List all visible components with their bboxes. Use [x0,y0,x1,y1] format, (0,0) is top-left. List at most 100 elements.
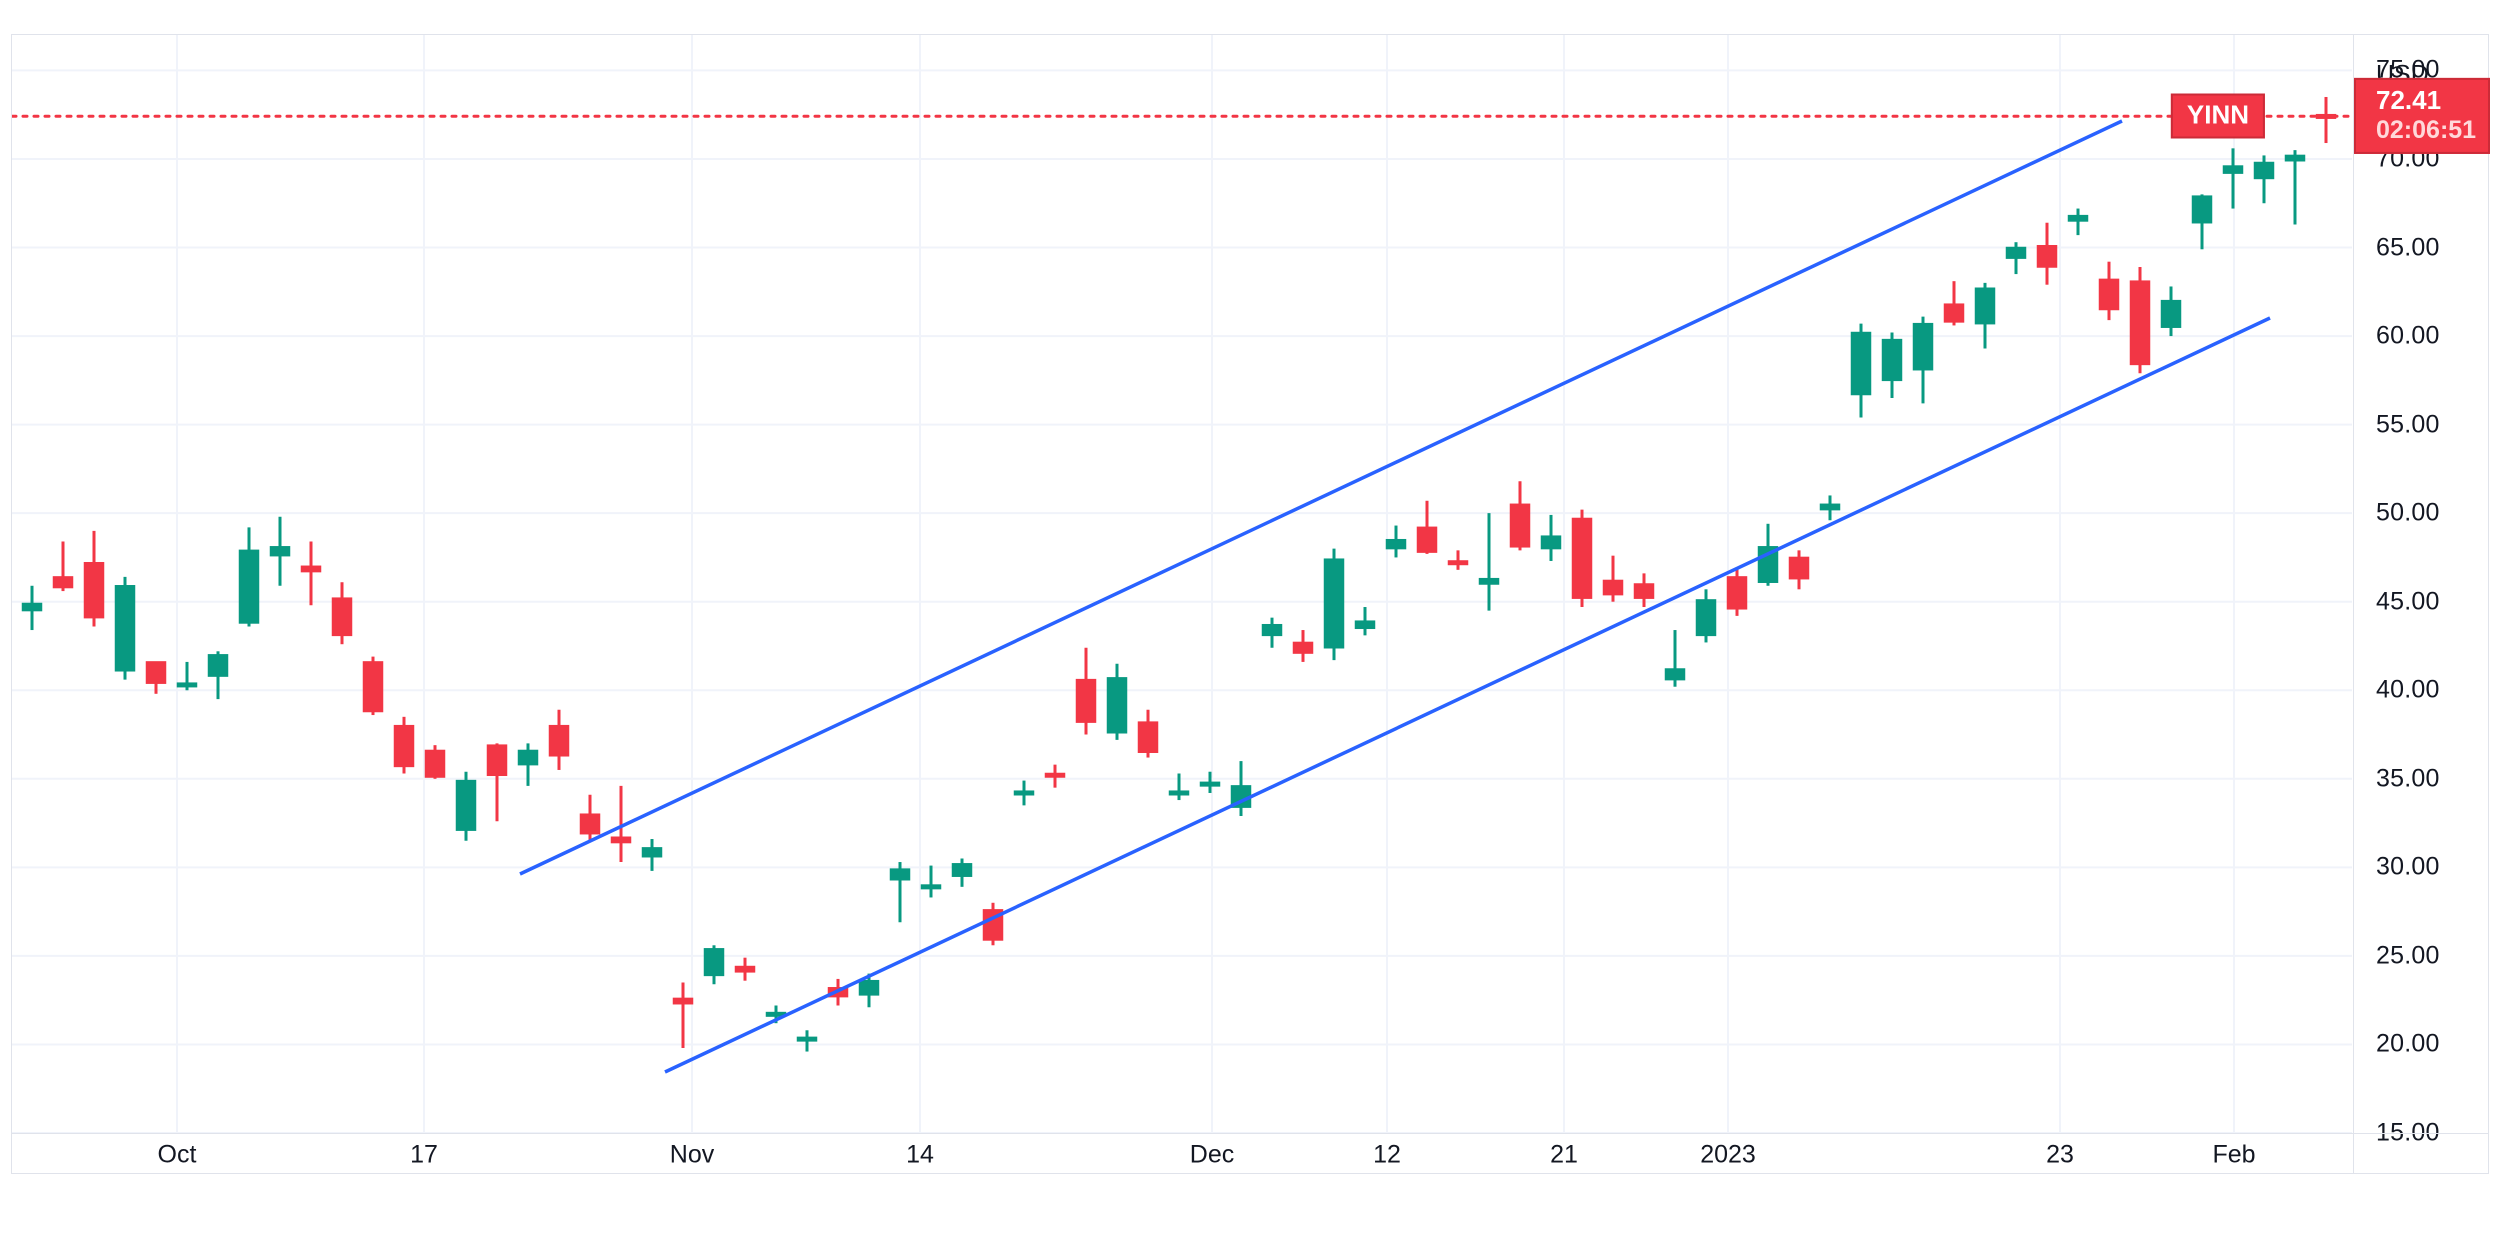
candle[interactable] [21,585,43,631]
candle[interactable] [1509,481,1531,551]
time-axis-tick: 14 [906,1140,934,1169]
candle[interactable] [858,973,880,1008]
candle[interactable] [52,541,74,592]
candle[interactable] [610,785,632,863]
candle[interactable] [1695,589,1717,643]
candle[interactable] [1385,525,1407,558]
candle[interactable] [1943,281,1965,326]
candle[interactable] [424,745,446,779]
candle[interactable] [300,541,322,606]
candle[interactable] [1788,550,1810,590]
candle[interactable] [207,651,229,700]
time-axis-tick: Dec [1189,1140,1235,1169]
trendline-lower-channel[interactable] [664,316,2271,1074]
time-scale[interactable]: Oct 17 Nov 14 Dec 12 21 2023 23 Feb [12,1133,2489,1174]
time-axis-tick: Nov [669,1140,715,1169]
candle[interactable] [2067,208,2089,236]
time-axis-tick: 2023 [1700,1140,1756,1169]
candle[interactable] [145,661,167,694]
candle[interactable] [455,771,477,841]
ticker-symbol-badge[interactable]: YINN [2170,93,2265,139]
candle[interactable] [1137,709,1159,758]
candle[interactable] [1075,647,1097,735]
candle[interactable] [2005,242,2027,275]
candle[interactable] [2222,148,2244,209]
price-axis-tick: 25.00 [2376,941,2440,970]
price-axis-tick: 65.00 [2376,233,2440,262]
candle[interactable] [1230,761,1252,816]
candle[interactable] [83,530,105,627]
candle[interactable] [2284,150,2306,225]
trendline-group[interactable] [519,119,2271,1074]
candle[interactable] [1912,316,1934,404]
price-axis-tick: 20.00 [2376,1029,2440,1058]
time-axis-tick: 23 [2046,1140,2074,1169]
candle[interactable] [672,982,694,1048]
candle[interactable] [2036,222,2058,285]
candle[interactable] [238,527,260,627]
candle[interactable] [1850,323,1872,418]
time-axis-tick: 17 [410,1140,438,1169]
current-price-badge[interactable]: 72.41 02:06:51 [2354,78,2490,155]
candlestick-plot-area[interactable] [12,35,2352,1133]
time-axis-tick: Oct [157,1140,197,1169]
candle[interactable] [1478,513,1500,611]
candle[interactable] [1416,500,1438,554]
candle[interactable] [1664,630,1686,687]
candle[interactable] [1013,780,1035,806]
candle[interactable] [1819,495,1841,521]
candle[interactable] [1540,514,1562,561]
candle[interactable] [1726,568,1748,616]
price-axis-tick: 15.00 [2376,1118,2440,1147]
candle[interactable] [362,656,384,716]
candle[interactable] [517,743,539,786]
candle[interactable] [920,865,942,898]
candle[interactable] [982,902,1004,946]
price-axis-tick: 55.00 [2376,410,2440,439]
candle[interactable] [1974,282,1996,349]
candle[interactable] [269,516,291,586]
candle[interactable] [393,716,415,774]
price-axis-tick: 40.00 [2376,675,2440,704]
candle[interactable] [641,839,663,871]
candle[interactable] [703,945,725,985]
candle[interactable] [2098,261,2120,321]
candle[interactable] [114,576,136,680]
candle[interactable] [1292,630,1314,662]
candle[interactable] [1106,663,1128,740]
candle[interactable] [1447,550,1469,570]
candle[interactable] [548,709,570,770]
candle[interactable] [1602,555,1624,602]
price-axis-tick: 45.00 [2376,587,2440,616]
candle[interactable] [889,862,911,923]
candle[interactable] [2129,266,2151,374]
candle-series[interactable] [21,96,2337,1052]
plot-svg [12,35,2352,1133]
candle[interactable] [1323,548,1345,661]
candle[interactable] [2253,155,2275,204]
candle[interactable] [1633,573,1655,608]
candle[interactable] [1881,332,1903,399]
price-scale[interactable]: USD 75.00 70.00 65.00 60.00 55.00 50.00 45.00 4… [2353,35,2490,1173]
candle[interactable] [1261,617,1283,648]
candle[interactable] [486,743,508,822]
candle[interactable] [2160,286,2182,337]
price-axis-tick: 60.00 [2376,321,2440,350]
candle[interactable] [2315,96,2337,144]
candle[interactable] [2191,194,2213,250]
candle[interactable] [734,957,756,981]
candle[interactable] [1354,607,1376,636]
vertical-gridlines [176,35,2235,1133]
time-axis-tick: 12 [1373,1140,1401,1169]
trendline-upper-channel[interactable] [519,119,2123,876]
candle[interactable] [1199,771,1221,793]
candle[interactable] [796,1030,818,1052]
candle[interactable] [1044,764,1066,788]
candle[interactable] [579,794,601,841]
candle[interactable] [331,582,353,645]
price-axis-tick: 35.00 [2376,764,2440,793]
candle[interactable] [176,661,198,691]
candle[interactable] [951,858,973,887]
candle[interactable] [1168,773,1190,801]
candle[interactable] [1571,509,1593,608]
